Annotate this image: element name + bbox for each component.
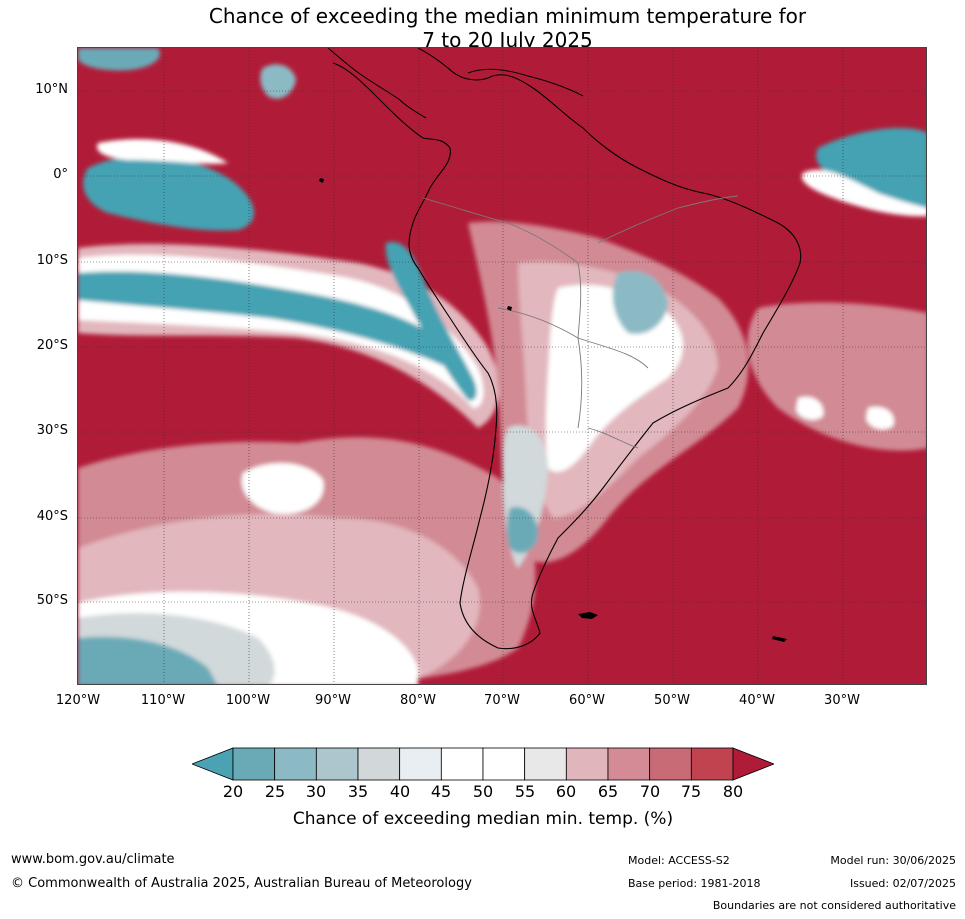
lon-label-120w: 120°W — [55, 693, 101, 708]
south-america-coastline — [332, 48, 802, 650]
central-america-coastline — [327, 48, 427, 119]
colorbar-cell — [440, 747, 484, 781]
lat-label-10n: 10°N — [35, 82, 68, 97]
boundaries-disclaimer: Boundaries are not considered authoritat… — [712, 899, 956, 912]
lon-label-70w: 70°W — [484, 693, 520, 708]
base-period: Base period: 1981-2018 — [628, 877, 761, 890]
lon-label-110w: 110°W — [140, 693, 186, 708]
colorbar-tick-60: 60 — [555, 782, 577, 801]
andes-coast-teal-strip — [385, 242, 477, 401]
colorbar-cell — [690, 747, 734, 781]
map-canvas — [78, 48, 926, 684]
colorbar-cell — [232, 747, 276, 781]
colorbar-tick-30: 30 — [305, 782, 327, 801]
map-title: Chance of exceeding the median minimum t… — [0, 4, 965, 52]
north-pacific-teal-patch — [83, 155, 255, 231]
colorbar — [192, 747, 774, 781]
south-pacific-teal — [78, 636, 217, 684]
colorbar-tick-75: 75 — [680, 782, 702, 801]
colorbar-extend-low — [192, 747, 234, 781]
lon-label-90w: 90°W — [315, 693, 351, 708]
south-atlantic-white-patches — [796, 396, 894, 430]
pacific-white-patch — [241, 463, 324, 514]
lon-label-30w: 30°W — [824, 693, 860, 708]
sa-interior-white — [545, 284, 683, 472]
colorbar-cell — [315, 747, 359, 781]
model-run-date: Model run: 30/06/2025 — [830, 854, 956, 867]
equatorial-pacific-teal-band — [78, 271, 458, 370]
bom-website-url[interactable]: www.bom.gov.au/climate — [11, 852, 175, 867]
pacific-northwest-teal — [78, 48, 160, 71]
central-america-teal — [260, 64, 296, 99]
copyright-notice: © Commonwealth of Australia 2025, Austra… — [11, 876, 472, 891]
colorbar-cell — [399, 747, 442, 781]
colorbar-tick-35: 35 — [347, 782, 369, 801]
lon-label-100w: 100°W — [225, 693, 271, 708]
lake-titicaca — [507, 306, 512, 311]
brazil-teal-patch — [612, 271, 668, 334]
caribbean-coastline — [467, 68, 584, 97]
colorbar-tick-45: 45 — [430, 782, 452, 801]
colorbar-tick-80: 80 — [722, 782, 744, 801]
lat-label-0: 0° — [53, 167, 68, 182]
lat-label-10s: 10°S — [36, 253, 68, 268]
equatorial-atlantic-teal — [816, 128, 926, 209]
colorbar-tick-55: 55 — [514, 782, 536, 801]
colorbar-label: Chance of exceeding median min. temp. (%… — [292, 809, 674, 829]
country-borders — [422, 195, 739, 449]
colorbar-cell — [357, 747, 401, 781]
colorbar-cell — [524, 747, 567, 781]
lon-label-40w: 40°W — [739, 693, 775, 708]
issued-date: Issued: 02/07/2025 — [849, 877, 956, 890]
lat-label-50s: 50°S — [36, 593, 68, 608]
north-pacific-white-band — [97, 139, 229, 164]
title-line-1: Chance of exceeding the median minimum t… — [208, 4, 807, 28]
model-name: Model: ACCESS-S2 — [628, 854, 730, 867]
galapagos-islands — [319, 178, 324, 183]
colorbar-tick-65: 65 — [597, 782, 619, 801]
colorbar-tick-20: 20 — [222, 782, 244, 801]
patagonia-teal — [507, 507, 539, 554]
falkland-islands — [578, 612, 598, 619]
equatorial-atlantic-white — [801, 169, 926, 217]
forecast-map — [77, 47, 927, 685]
colorbar-tick-25: 25 — [264, 782, 286, 801]
lat-label-30s: 30°S — [36, 423, 68, 438]
lon-label-50w: 50°W — [654, 693, 690, 708]
colorbar-tick-50: 50 — [472, 782, 494, 801]
south-georgia — [772, 636, 787, 642]
graticule — [78, 48, 926, 684]
colorbar-cell — [274, 747, 317, 781]
lat-label-20s: 20°S — [36, 338, 68, 353]
colorbar-cell — [565, 747, 609, 781]
colorbar-tick-40: 40 — [389, 782, 411, 801]
colorbar-extend-high — [732, 747, 774, 781]
lon-label-60w: 60°W — [569, 693, 605, 708]
colorbar-cell — [482, 747, 526, 781]
lat-label-40s: 40°S — [36, 509, 68, 524]
lon-label-80w: 80°W — [400, 693, 436, 708]
colorbar-cell — [649, 747, 692, 781]
colorbar-tick-70: 70 — [639, 782, 661, 801]
colorbar-cell — [607, 747, 651, 781]
